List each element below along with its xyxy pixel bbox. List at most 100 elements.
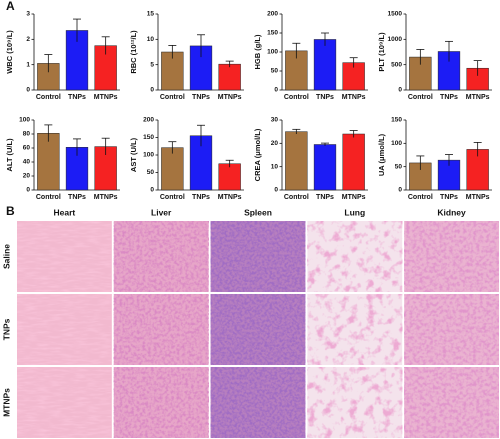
y-tick-label: 30 (271, 117, 279, 124)
x-tick-label: TNPs (316, 194, 334, 201)
y-axis-label: ALT (U/L) (5, 138, 14, 172)
panel-label: A (6, 0, 15, 13)
histology-texture (17, 367, 112, 438)
row-label: TNPs (1, 318, 11, 340)
y-axis-label: HGB (g/L) (253, 34, 262, 69)
histology-texture (307, 294, 403, 365)
histology-texture (113, 221, 209, 292)
x-tick-label: Control (36, 194, 61, 201)
histology-texture (307, 367, 403, 438)
x-tick-label: TNPs (316, 94, 334, 101)
x-tick-label: TNPs (192, 194, 210, 201)
x-tick-label: TNPs (192, 94, 210, 101)
y-tick-label: 0 (274, 187, 278, 194)
histology-texture (210, 367, 306, 438)
x-tick-label: Control (160, 94, 185, 101)
bar (218, 63, 241, 91)
y-tick-label: 150 (143, 134, 154, 141)
y-tick-label: 10 (147, 36, 155, 43)
x-tick-label: Control (284, 194, 309, 201)
histology-texture (17, 221, 112, 292)
y-tick-label: 15 (147, 11, 155, 18)
y-axis-label: AST (U/L) (129, 137, 138, 172)
y-tick-label: 500 (391, 61, 402, 68)
x-tick-label: MTNPs (94, 194, 118, 201)
x-tick-label: MTNPs (466, 94, 490, 101)
x-tick-label: MTNPs (466, 194, 490, 201)
bar (37, 133, 60, 191)
x-tick-label: MTNPs (342, 194, 366, 201)
y-tick-label: 50 (271, 68, 279, 75)
x-tick-label: Control (408, 194, 433, 201)
y-tick-label: 200 (267, 11, 278, 18)
histology-texture (17, 294, 112, 365)
y-tick-label: 80 (23, 131, 31, 138)
x-tick-label: Control (160, 194, 185, 201)
bar (342, 133, 365, 191)
y-tick-label: 100 (267, 49, 278, 56)
y-tick-label: 50 (147, 169, 155, 176)
x-tick-label: MTNPs (342, 94, 366, 101)
y-tick-label: 3 (26, 11, 30, 18)
row-label: Saline (1, 244, 11, 269)
bar (313, 144, 337, 191)
x-tick-label: MTNPs (218, 94, 242, 101)
y-tick-label: 0 (150, 187, 154, 194)
y-tick-label: 20 (23, 173, 31, 180)
y-tick-label: 20 (271, 140, 279, 147)
y-tick-label: 60 (23, 145, 31, 152)
y-tick-label: 1500 (388, 11, 403, 18)
x-tick-label: TNPs (440, 94, 458, 101)
bar (313, 39, 337, 91)
bar (218, 163, 241, 191)
row-label: MTNPs (1, 388, 11, 417)
histology-texture (404, 221, 499, 292)
histology-texture (210, 294, 306, 365)
y-tick-label: 100 (143, 152, 154, 159)
histology-texture (210, 221, 306, 292)
column-label: Liver (151, 207, 172, 217)
y-tick-label: 100 (391, 140, 402, 147)
x-tick-label: MTNPs (218, 194, 242, 201)
y-tick-label: 50 (395, 163, 403, 170)
y-axis-label: WBC (10⁹/L) (5, 30, 14, 74)
column-label: Heart (54, 207, 76, 217)
bar (161, 147, 184, 191)
y-tick-label: 1000 (388, 36, 403, 43)
histology-texture (113, 367, 209, 438)
y-axis-label: UA (μmol/L) (377, 133, 386, 176)
y-tick-label: 0 (274, 87, 278, 94)
y-axis-label: PLT (10⁹/L) (377, 32, 386, 72)
y-tick-label: 150 (267, 30, 278, 37)
x-tick-label: Control (36, 94, 61, 101)
y-axis-label: CREA (μmol/L) (253, 128, 262, 181)
y-tick-label: 1 (26, 61, 30, 68)
y-tick-label: 0 (26, 187, 30, 194)
histology-texture (113, 294, 209, 365)
histology-texture (404, 367, 499, 438)
x-tick-label: TNPs (440, 194, 458, 201)
column-label: Lung (344, 207, 365, 217)
column-label: Spleen (244, 207, 272, 217)
x-tick-label: Control (284, 94, 309, 101)
y-tick-label: 0 (398, 187, 402, 194)
column-label: Kidney (437, 207, 466, 217)
x-tick-label: TNPs (68, 94, 86, 101)
y-tick-label: 100 (19, 117, 30, 124)
y-tick-label: 0 (26, 87, 30, 94)
bar (285, 131, 308, 191)
histology-texture (404, 294, 499, 365)
x-tick-label: TNPs (68, 194, 86, 201)
y-tick-label: 150 (391, 117, 402, 124)
y-axis-label: RBC (10¹²/L) (129, 30, 138, 74)
histology-texture (307, 221, 403, 292)
y-tick-label: 0 (150, 87, 154, 94)
y-tick-label: 0 (398, 87, 402, 94)
panel-label: B (6, 204, 15, 218)
x-tick-label: MTNPs (94, 94, 118, 101)
y-tick-label: 2 (26, 36, 30, 43)
x-tick-label: Control (408, 94, 433, 101)
y-tick-label: 40 (23, 159, 31, 166)
y-tick-label: 10 (271, 163, 279, 170)
